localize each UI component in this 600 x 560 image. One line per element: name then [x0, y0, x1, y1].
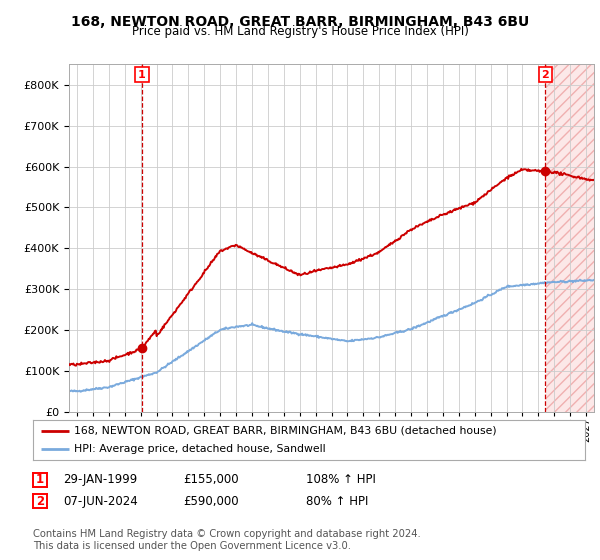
Text: 80% ↑ HPI: 80% ↑ HPI — [306, 494, 368, 508]
Text: 07-JUN-2024: 07-JUN-2024 — [63, 494, 138, 508]
Text: 168, NEWTON ROAD, GREAT BARR, BIRMINGHAM, B43 6BU (detached house): 168, NEWTON ROAD, GREAT BARR, BIRMINGHAM… — [74, 426, 497, 436]
Text: £590,000: £590,000 — [183, 494, 239, 508]
Bar — [546, 64, 594, 412]
Text: 168, NEWTON ROAD, GREAT BARR, BIRMINGHAM, B43 6BU: 168, NEWTON ROAD, GREAT BARR, BIRMINGHAM… — [71, 15, 529, 29]
Text: 29-JAN-1999: 29-JAN-1999 — [63, 473, 137, 487]
Text: 2: 2 — [36, 494, 44, 508]
Text: 108% ↑ HPI: 108% ↑ HPI — [306, 473, 376, 487]
Text: Price paid vs. HM Land Registry's House Price Index (HPI): Price paid vs. HM Land Registry's House … — [131, 25, 469, 38]
Text: 2: 2 — [541, 69, 549, 80]
Text: HPI: Average price, detached house, Sandwell: HPI: Average price, detached house, Sand… — [74, 445, 326, 454]
Text: Contains HM Land Registry data © Crown copyright and database right 2024.
This d: Contains HM Land Registry data © Crown c… — [33, 529, 421, 551]
Text: 1: 1 — [138, 69, 146, 80]
Text: £155,000: £155,000 — [183, 473, 239, 487]
Text: 1: 1 — [36, 473, 44, 487]
Bar — [546, 64, 594, 412]
